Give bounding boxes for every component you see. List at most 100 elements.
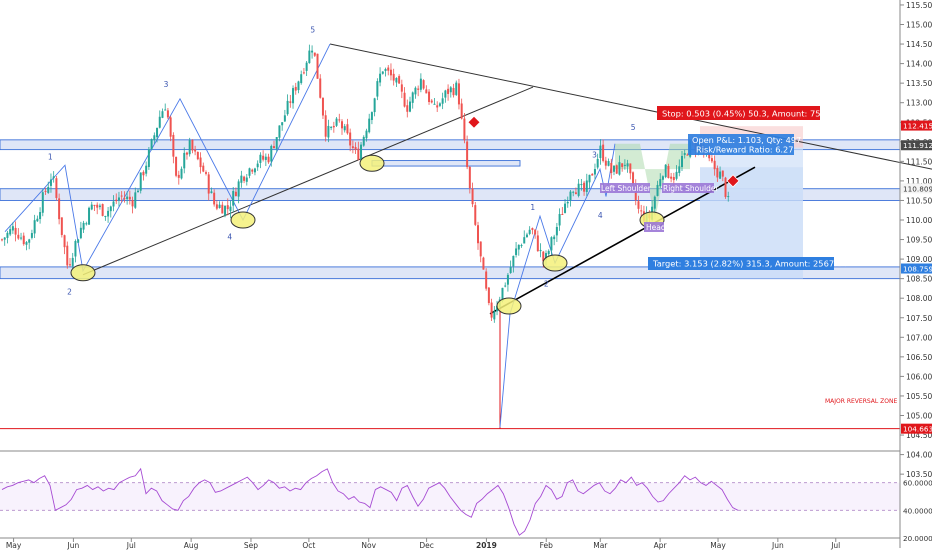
candle-body: [292, 88, 295, 104]
candle-body: [400, 84, 403, 92]
candle-body: [607, 161, 610, 166]
price-tick-label: 107.500: [906, 314, 932, 323]
candle-body: [409, 101, 411, 112]
candle-body: [150, 139, 153, 150]
price-label: 110.809: [903, 184, 932, 193]
candle-body: [33, 220, 36, 234]
candle-body: [270, 145, 273, 162]
candle-body: [569, 191, 572, 201]
candle-body: [632, 172, 635, 185]
candle-body: [574, 192, 577, 195]
candle-body: [512, 255, 515, 267]
wave-label: 3: [592, 150, 597, 159]
price-tick-label: 106.500: [906, 353, 932, 362]
candle-body: [534, 229, 537, 235]
time-tick-label: Jul: [126, 541, 136, 550]
candle-body: [240, 175, 243, 183]
candle-body: [139, 172, 142, 191]
candle-body: [637, 201, 640, 209]
candle-body: [28, 239, 31, 243]
candle-body: [417, 88, 420, 90]
price-tick-label: 105.500: [906, 392, 932, 401]
time-tick-label: Sep: [244, 541, 258, 550]
candle-body: [283, 115, 286, 122]
time-axis[interactable]: May Jun Jul Aug Sep Oct Nov Dec 2019 Feb Mar Apr May…: [0, 537, 900, 550]
candle-body: [664, 164, 667, 178]
price-label-box: [901, 120, 932, 131]
candle-body: [36, 218, 39, 222]
time-tick-label: Oct: [302, 541, 315, 550]
candle-body: [379, 73, 382, 83]
candle-body: [351, 146, 354, 149]
candle-body: [253, 168, 256, 173]
candle-body: [430, 100, 433, 103]
uptrend-line: [82, 86, 534, 276]
price-label: 112.415: [903, 122, 932, 131]
candle-body: [558, 214, 561, 226]
candle-body: [164, 109, 167, 111]
candle-body: [613, 165, 615, 172]
target-label-box: [648, 257, 834, 270]
candle-body: [335, 118, 338, 126]
candle-body: [69, 264, 71, 266]
price-tick-label: 115.000: [906, 21, 932, 30]
candle-body: [602, 144, 605, 161]
candle-body: [389, 69, 392, 76]
price-tick-label: 111.000: [906, 177, 932, 186]
candle-body: [55, 178, 58, 198]
price-tick-label: 108.000: [906, 294, 932, 303]
candle-body: [724, 177, 727, 197]
candle-body: [531, 228, 534, 230]
candle-body: [604, 160, 607, 166]
candle-body: [134, 192, 137, 208]
candle-body: [177, 174, 180, 178]
price-tick-label: 108.500: [906, 275, 932, 284]
price-label: 111.912: [903, 141, 932, 150]
candle-body: [262, 155, 265, 160]
candle-body: [493, 311, 496, 320]
wave-label: 1: [48, 152, 53, 161]
candle-body: [368, 118, 371, 133]
candle-body: [572, 191, 575, 193]
candle-body: [321, 97, 324, 116]
candle-body: [414, 87, 417, 95]
candle-body: [172, 134, 175, 157]
candle-body: [370, 112, 373, 120]
price-tick-label: 115.500: [906, 1, 932, 10]
candle-body: [22, 235, 25, 245]
candle-body: [591, 173, 594, 176]
candle-body: [156, 127, 159, 138]
candle-body: [248, 168, 251, 176]
candle-body: [20, 237, 23, 239]
price-axis[interactable]: 115.500 115.000 114.500 114.000 113.500 113.0…: [899, 0, 932, 548]
candle-body: [224, 205, 227, 216]
candle-body: [626, 163, 629, 167]
candle-body: [656, 184, 659, 196]
candle-body: [727, 196, 730, 198]
candle-body: [376, 81, 379, 97]
wave-label: 3: [164, 80, 169, 89]
candle-body: [365, 130, 368, 139]
candle-body: [49, 179, 52, 186]
candle-body: [683, 153, 686, 155]
candle-body: [47, 186, 50, 193]
candle-body: [438, 103, 441, 106]
candle-body: [482, 257, 485, 270]
rsi-pane: 60.0000 40.0000 20.0000: [0, 450, 932, 543]
candle-body: [180, 168, 183, 179]
price-tick-label: 110.000: [906, 216, 932, 225]
price-tick-label: 113.500: [906, 79, 932, 88]
time-tick-label: Feb: [540, 541, 554, 550]
candle-body: [245, 177, 248, 182]
candle-body: [447, 88, 450, 94]
candle-body: [596, 158, 599, 168]
candle-body: [210, 191, 213, 194]
right-shoulder-group: Right Shoulder: [662, 183, 719, 193]
candle-body: [237, 181, 240, 197]
candle-body: [457, 83, 460, 105]
candle-body: [194, 149, 197, 152]
candle-body: [588, 174, 591, 183]
candle-body: [520, 245, 523, 247]
